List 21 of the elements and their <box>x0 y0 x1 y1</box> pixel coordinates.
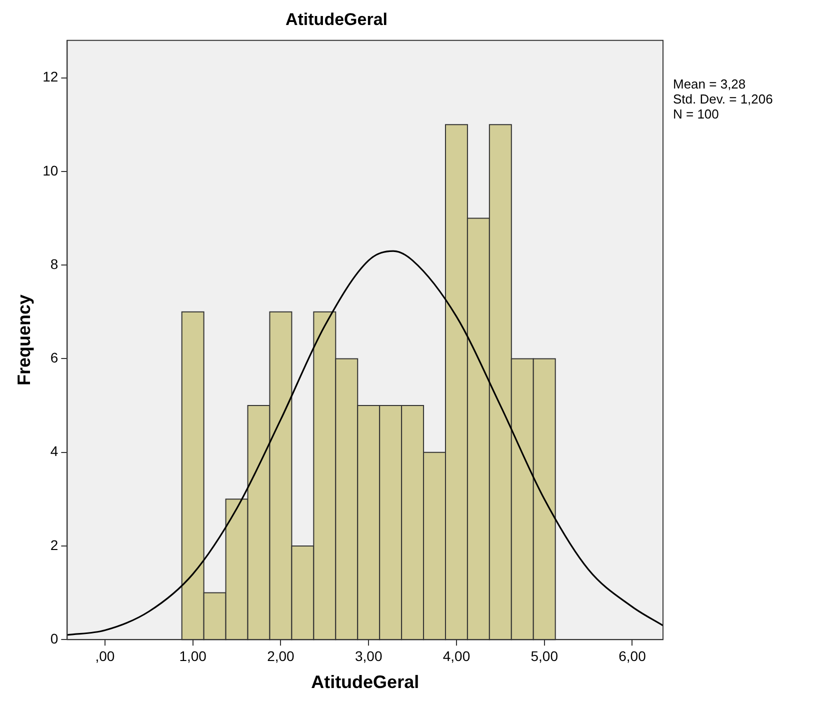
x-tick-label: 2,00 <box>267 648 295 664</box>
y-axis-title: Frequency <box>14 294 34 386</box>
y-tick-label: 10 <box>42 162 58 178</box>
x-tick-label: ,00 <box>95 648 115 664</box>
text: N = 100 <box>673 106 719 122</box>
x-axis-title: AtitudeGeral <box>311 672 420 692</box>
x-tick-label: 6,00 <box>618 648 646 664</box>
text: Std. Dev. = 1,206 <box>673 91 773 106</box>
y-tick-label: 2 <box>50 536 58 553</box>
y-tick-label: 0 <box>50 630 58 646</box>
y-tick-label: 8 <box>50 256 58 272</box>
x-tick-label: 1,00 <box>179 648 207 664</box>
x-tick-label: 5,00 <box>530 648 558 664</box>
y-tick-label: 6 <box>50 350 58 366</box>
chart-title: AtitudeGeral <box>285 10 388 29</box>
x-tick-label: 4,00 <box>442 648 470 664</box>
y-tick-label: 4 <box>50 443 58 460</box>
text: Mean = 3,28 <box>673 76 746 92</box>
x-tick-label: 3,00 <box>354 648 382 664</box>
y-tick-label: 12 <box>42 68 58 85</box>
line-series <box>67 250 663 636</box>
